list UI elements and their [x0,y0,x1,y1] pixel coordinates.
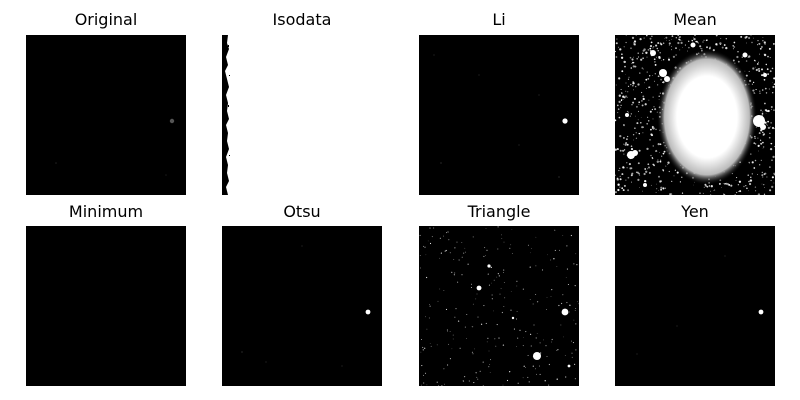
image-mean [615,35,775,195]
image-triangle [419,226,579,386]
panel-title-minimum: Minimum [68,202,144,221]
image-yen [615,226,775,386]
panel-title-li: Li [492,10,506,29]
image-otsu [222,226,382,386]
panel-title-triangle: Triangle [467,202,531,221]
panel-title-original: Original [74,10,138,29]
image-minimum [26,226,186,386]
image-li [419,35,579,195]
panel-title-otsu: Otsu [283,202,321,221]
image-isodata [222,35,382,195]
panel-title-yen: Yen [681,202,709,221]
panel-title-isodata: Isodata [272,10,332,29]
image-original [26,35,186,195]
panel-title-mean: Mean [673,10,717,29]
